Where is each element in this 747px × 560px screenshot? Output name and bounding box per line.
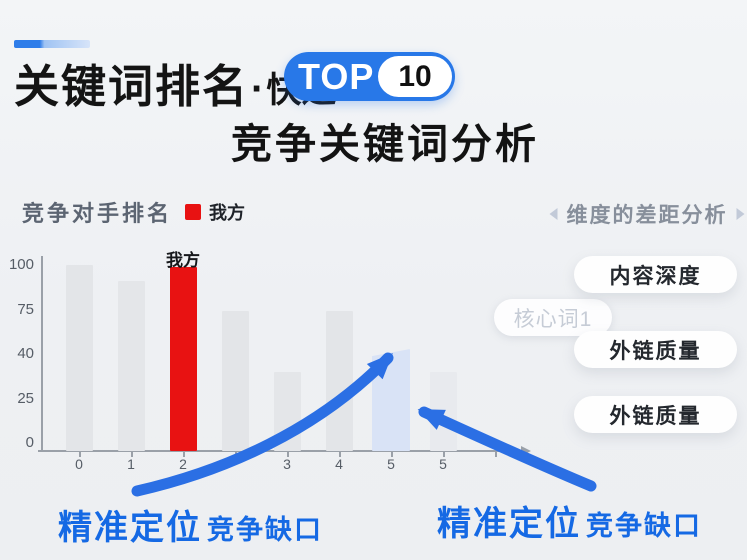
page-title: 关键词排名·快速 [14,50,336,115]
y-axis-line [41,256,43,452]
bar-0 [65,265,93,451]
x-tick-label: 3 [283,456,291,472]
x-tick-label: 4 [335,456,343,472]
x-tick-mark [495,452,497,457]
y-tick-label: 25 [17,390,34,407]
badge-top-label: TOP [298,55,375,97]
bar-2 [169,267,197,451]
dimension-button-backlink-quality-1[interactable]: 外链质量 [574,331,737,368]
button-label: 外链质量 [609,339,702,363]
core-word-tag: 核心词1 [494,299,612,336]
dimension-button-backlink-quality-2[interactable]: 外链质量 [574,396,737,433]
top10-badge: TOP 10 [284,52,455,101]
bar-7 [429,372,457,451]
callout-rest: 竞争缺口 [207,515,323,545]
badge-number: 10 [378,56,452,97]
callout-bold: 精准定位 [437,505,581,543]
bar-own-label: 我方 [166,251,200,270]
y-tick-label: 40 [17,345,34,362]
x-axis-arrow-icon [521,446,531,456]
callout-bold: 精准定位 [58,509,202,547]
x-tick-label: 0 [75,456,83,472]
x-tick-label: 5 [439,456,447,472]
button-label: 外链质量 [609,404,702,428]
dimension-panel-header: 维度的差距分析 [549,199,745,229]
x-tick-mark [79,452,81,457]
legend-label: 我方 [209,203,245,223]
title-separator: · [251,67,265,111]
bar-5 [325,311,353,451]
bar-6 [372,349,410,451]
page-subtitle: 竞争关键词分析 [231,121,539,167]
callout-rest: 竞争缺口 [586,511,702,541]
button-label: 内容深度 [609,264,702,288]
x-tick-label: 2 [179,456,187,472]
y-tick-label: 75 [17,301,34,318]
x-tick-label: 1 [127,456,135,472]
chart-section-title: 竞争对手排名 [22,201,173,226]
y-tick-label: 100 [8,256,34,273]
y-tick-label: 0 [25,434,34,451]
panel-header-label: 维度的差距分析 [566,204,728,227]
title-main: 关键词排名 [14,61,250,112]
gap-callout-left: 精准定位 竞争缺口 [58,500,323,549]
chevron-right-icon [736,208,745,220]
dimension-button-content-depth[interactable]: 内容深度 [574,256,737,293]
chart-legend: 我方 [185,199,245,225]
core-word-label: 核心词1 [513,307,593,331]
chevron-left-icon [549,208,558,220]
gap-callout-right: 精准定位 竞争缺口 [437,496,702,545]
bar-4 [273,372,301,451]
x-tick-label: 5 [387,456,395,472]
bar-1 [117,281,145,451]
legend-swatch [185,204,201,220]
title-accent-bar [14,40,90,48]
bar-3 [221,311,249,451]
x-tick-mark [235,452,237,457]
